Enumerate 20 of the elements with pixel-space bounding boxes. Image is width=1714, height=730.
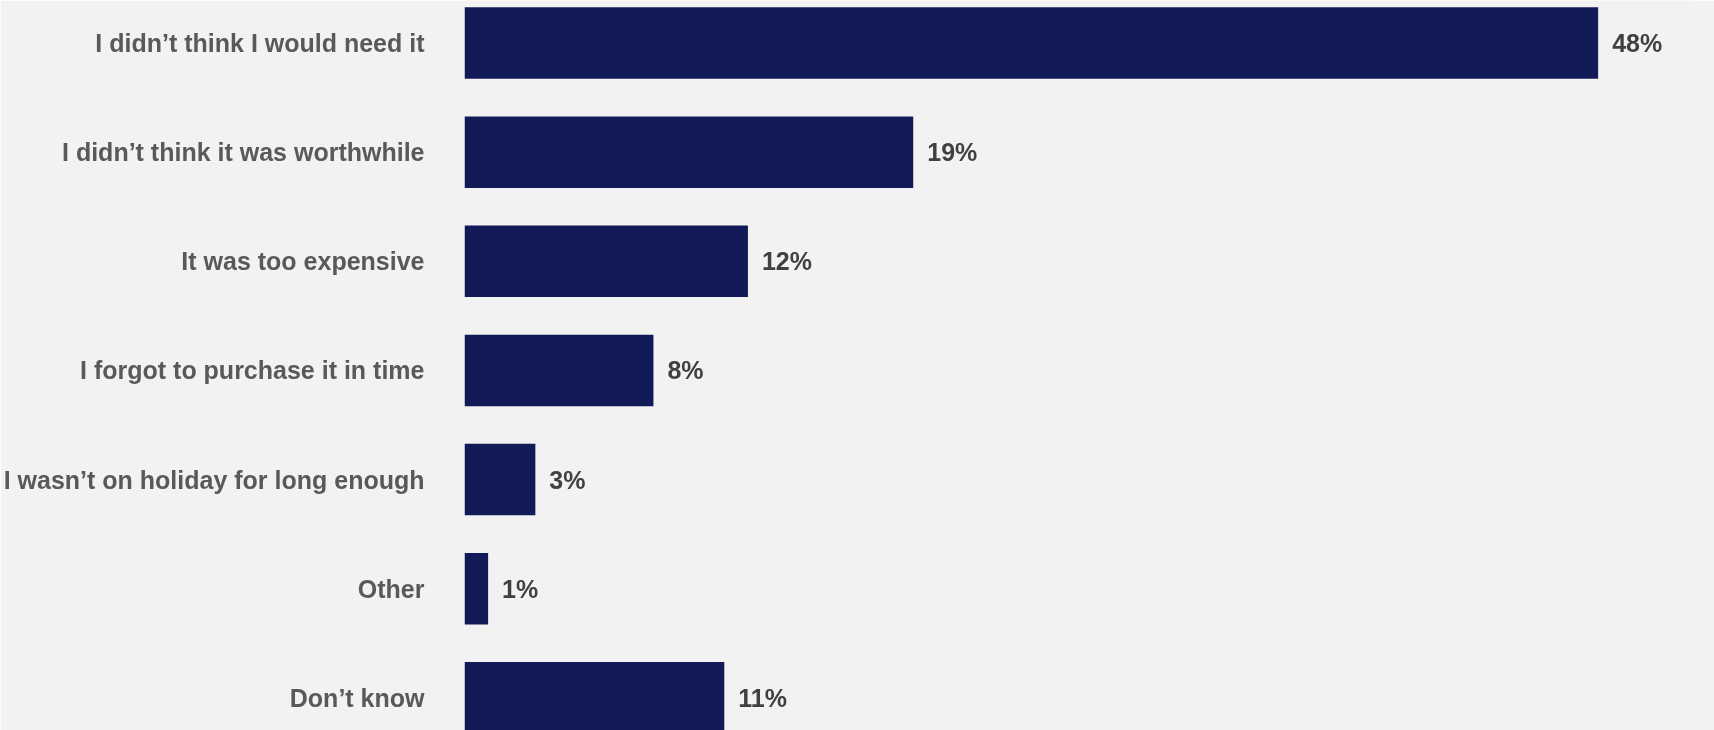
bar [464,225,748,298]
y-tick-label: I didn’t think it was worthwhile [62,138,425,167]
data-label: 48% [1612,29,1663,58]
y-tick-label: Other [357,574,425,603]
y-tick-label: Don’t know [289,683,426,712]
y-tick-label: I forgot to purchase it in time [80,356,425,385]
data-label: 3% [549,465,586,494]
bar [464,334,654,407]
bar [464,116,914,188]
data-label: 11% [738,683,787,712]
y-tick-label: I wasn’t on holiday for long enough [3,465,425,494]
data-label: 8% [667,356,704,385]
data-label: 12% [761,247,812,276]
bar [464,552,489,625]
data-label: 19% [927,138,978,167]
bar [464,7,1599,79]
y-tick-label: It was too expensive [181,247,425,276]
y-tick-label: I didn’t think I would need it [95,29,426,58]
bar [464,443,536,516]
data-label: 1% [502,574,539,603]
